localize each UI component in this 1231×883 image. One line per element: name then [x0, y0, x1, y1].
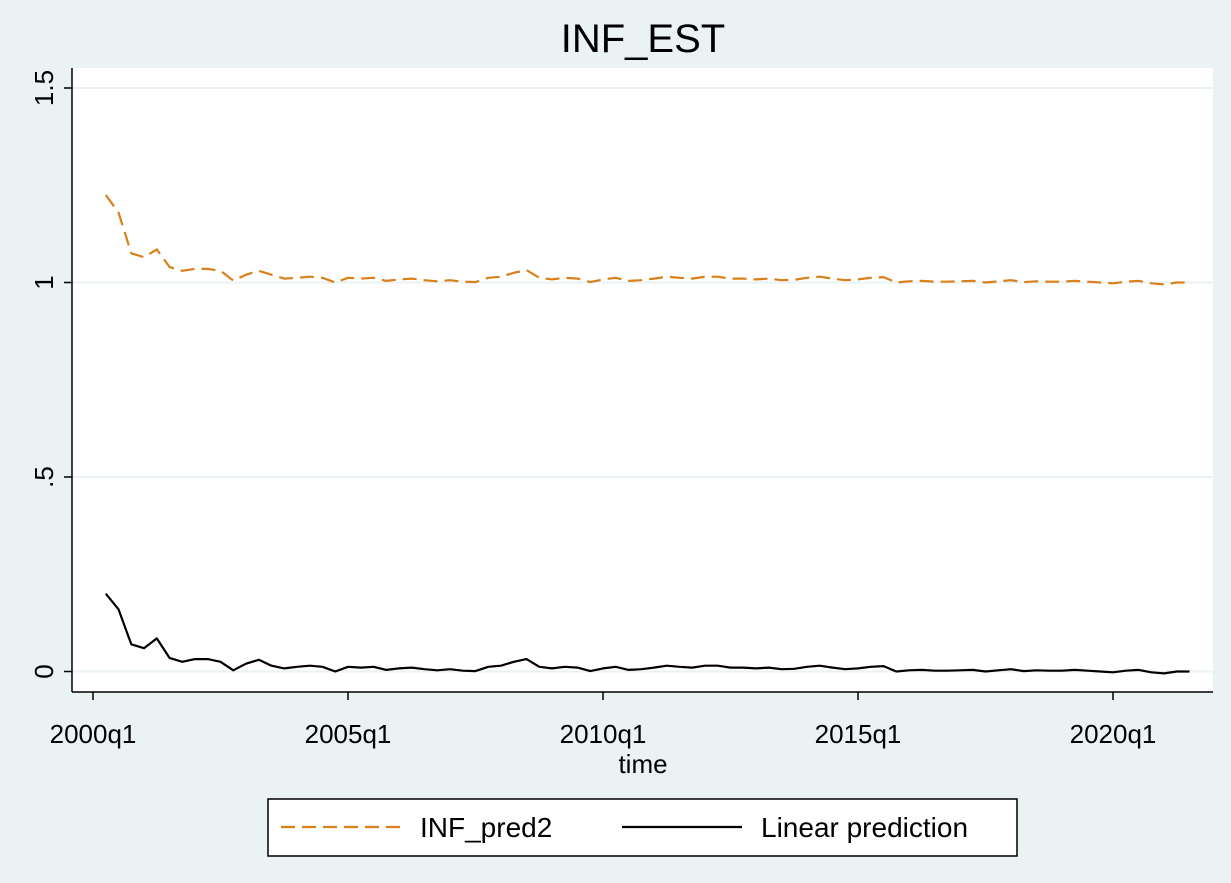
- series-line-2: [104, 593, 1190, 675]
- x-tick-label: 2005q1: [305, 719, 392, 749]
- series-layer: [104, 194, 1190, 675]
- y-tick-label: 0: [29, 664, 59, 678]
- x-tick-label: 2000q1: [50, 719, 137, 749]
- y-tick-label: 1: [29, 275, 59, 289]
- y-tick-label: 1.5: [29, 70, 59, 106]
- x-tick-label: 2015q1: [815, 719, 902, 749]
- legend-label-2: Linear prediction: [761, 812, 968, 843]
- series-line-1: [104, 194, 1190, 286]
- legend: INF_pred2 Linear prediction: [267, 798, 1018, 857]
- x-axis-title: time: [618, 749, 667, 779]
- legend-label-1: INF_pred2: [420, 812, 552, 843]
- x-axis-ticks: 2000q1 2005q1 2010q1 2015q1 2020q1: [50, 692, 1157, 749]
- y-axis-ticks: 0 .5 1 1.5: [29, 70, 72, 679]
- plot-area: [72, 68, 1213, 692]
- y-tick-label: .5: [29, 466, 59, 488]
- chart-title: INF_EST: [561, 17, 725, 61]
- x-tick-label: 2020q1: [1070, 719, 1157, 749]
- x-tick-label: 2010q1: [560, 719, 647, 749]
